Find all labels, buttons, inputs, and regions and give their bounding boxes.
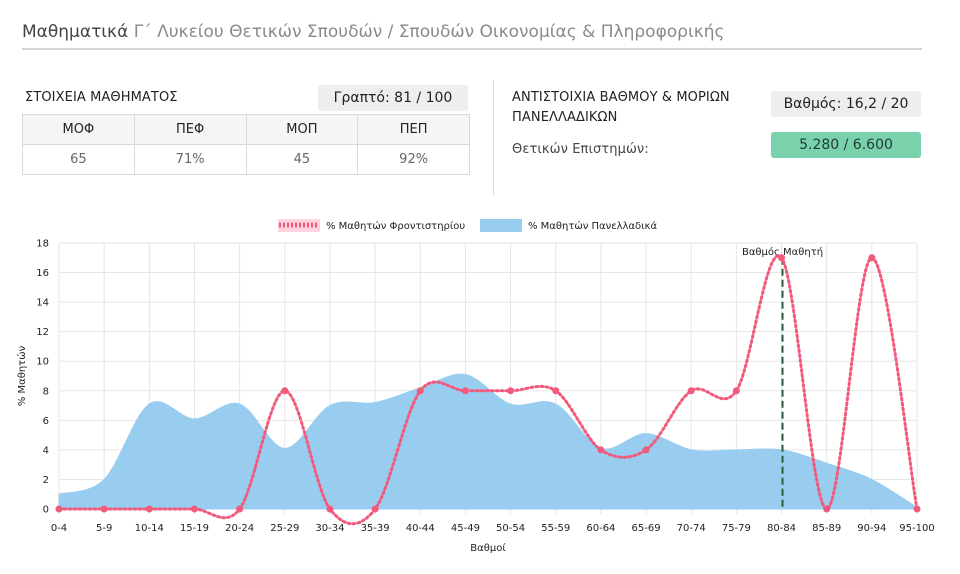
- stats-value-mop: 45: [245, 144, 359, 175]
- school-point: [913, 505, 921, 513]
- school-point: [461, 387, 469, 395]
- x-tick-label: 45-49: [451, 523, 480, 534]
- school-point: [687, 387, 695, 395]
- x-tick-label: 70-74: [677, 523, 706, 534]
- stats-header-pef: ΠΕΦ: [133, 114, 247, 145]
- y-tick-label: 2: [43, 475, 49, 486]
- x-tick-label: 5-9: [96, 523, 112, 534]
- school-point: [190, 505, 198, 513]
- school-point: [371, 505, 379, 513]
- stats-header-row: ΜΟΦ ΠΕΦ ΜΟΠ ΠΕΠ: [22, 114, 470, 145]
- x-tick-label: 75-79: [722, 523, 751, 534]
- x-tick-label: 80-84: [767, 523, 796, 534]
- stats-values-row: 65 71% 45 92%: [22, 144, 470, 175]
- x-tick-label: 65-69: [632, 523, 661, 534]
- stats-header-pep: ΠΕΠ: [357, 114, 470, 145]
- school-point: [55, 505, 63, 513]
- y-tick-label: 12: [36, 327, 49, 338]
- stats-value-pef: 71%: [133, 144, 247, 175]
- section-divider: [493, 80, 494, 196]
- x-tick-label: 40-44: [406, 523, 435, 534]
- x-tick-label: 55-59: [541, 523, 570, 534]
- field-label: Θετικών Επιστημών:: [512, 142, 649, 157]
- school-point: [868, 254, 876, 262]
- school-point: [281, 387, 289, 395]
- x-axis-label: Βαθμοί: [470, 542, 506, 554]
- correspondence-label: ΑΝΤΙΣΤΟΙΧΙΑ ΒΑΘΜΟΥ & ΜΟΡΙΩΝ ΠΑΝΕΛΛΑΔΙΚΩΝ: [512, 90, 730, 125]
- course-info-label: ΣΤΟΙΧΕΙΑ ΜΑΘΗΜΑΤΟΣ: [25, 90, 178, 105]
- school-point: [597, 446, 605, 454]
- y-tick-label: 6: [43, 416, 49, 427]
- x-tick-label: 20-24: [225, 523, 254, 534]
- legend-swatch-national: [480, 219, 522, 232]
- school-point: [507, 387, 515, 395]
- x-tick-label: 10-14: [135, 523, 164, 534]
- legend-label-national: % Μαθητών Πανελλαδικά: [528, 220, 657, 232]
- y-tick-label: 8: [43, 386, 49, 397]
- y-tick-label: 18: [36, 239, 49, 250]
- x-tick-label: 15-19: [180, 523, 209, 534]
- school-point: [823, 505, 831, 513]
- y-axis-label: % Μαθητών: [16, 345, 28, 406]
- x-tick-label: 90-94: [857, 523, 886, 534]
- x-tick-label: 60-64: [586, 523, 615, 534]
- page-title: Μαθηματικά Γ΄ Λυκείου Θετικών Σπουδών / …: [22, 22, 725, 42]
- stats-header-mof: ΜΟΦ: [22, 114, 135, 145]
- title-subtitle: Γ΄ Λυκείου Θετικών Σπουδών / Σπουδών Οικ…: [133, 22, 725, 42]
- legend-label-school: % Μαθητών Φροντιστηρίου: [326, 220, 465, 232]
- y-tick-label: 14: [36, 298, 49, 309]
- school-point: [552, 387, 560, 395]
- school-point: [732, 387, 740, 395]
- x-tick-label: 50-54: [496, 523, 525, 534]
- y-tick-label: 4: [43, 445, 49, 456]
- grade-distribution-chart: 0 2 4 6 8 10 12 14 16 18 0-4 5-9 10-14 15-19 20-24 25-2…: [16, 219, 935, 554]
- school-point: [100, 505, 108, 513]
- national-area: [58, 373, 918, 510]
- school-point: [416, 387, 424, 395]
- school-point: [236, 505, 244, 513]
- x-tick-label: 25-29: [270, 523, 299, 534]
- course-stats-table: ΜΟΦ ΠΕΦ ΜΟΠ ΠΕΠ 65 71% 45 92%: [22, 114, 470, 175]
- stats-value-pep: 92%: [357, 144, 470, 175]
- x-tick-label: 95-100: [899, 523, 934, 534]
- stats-value-mof: 65: [22, 144, 135, 175]
- written-score-badge: Γραπτό: 81 / 100: [318, 85, 468, 111]
- school-point: [642, 446, 650, 454]
- title-divider: [22, 48, 922, 50]
- x-tick-label: 30-34: [315, 523, 344, 534]
- x-tick-label: 35-39: [361, 523, 390, 534]
- school-point: [778, 254, 786, 262]
- school-point: [145, 505, 153, 513]
- y-tick-label: 10: [36, 357, 49, 368]
- school-point: [326, 505, 334, 513]
- points-badge: 5.280 / 6.600: [771, 132, 921, 158]
- x-tick-label: 85-89: [812, 523, 841, 534]
- stats-header-mop: ΜΟΠ: [245, 114, 359, 145]
- student-grade-marker-label: Βαθμός Μαθητή: [742, 246, 823, 258]
- grade-badge: Βαθμός: 16,2 / 20: [771, 91, 921, 117]
- y-tick-label: 16: [36, 268, 49, 279]
- x-tick-label: 0-4: [51, 523, 67, 534]
- title-main: Μαθηματικά: [22, 22, 129, 42]
- y-tick-label: 0: [43, 505, 49, 516]
